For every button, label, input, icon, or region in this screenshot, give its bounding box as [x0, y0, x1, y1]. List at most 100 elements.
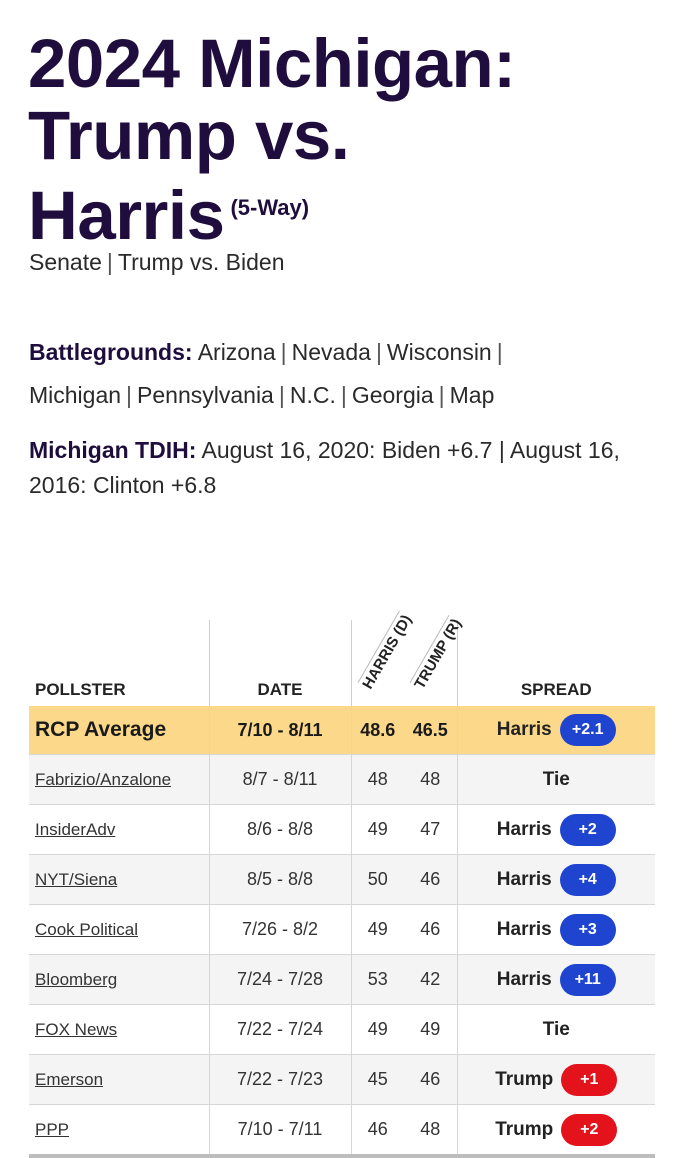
subnav-link-trump-vs-biden[interactable]: Trump vs. Biden [117, 249, 285, 275]
average-harris: 48.6 [350, 706, 404, 755]
polls-table-container: POLLSTER DATE HARRIS (D) TRUMP (R) SPREA… [29, 611, 655, 1158]
table-row: Emerson 7/22 - 7/23 45 46 Trump +1 [29, 1054, 655, 1105]
trump-cell: 48 [404, 754, 457, 805]
column-header-trump-label: TRUMP (R) [409, 614, 466, 692]
trump-cell: 46 [404, 904, 457, 955]
harris-cell: 46 [350, 1104, 404, 1154]
pollster-cell: InsiderAdv [29, 804, 209, 855]
spread-cell: Trump +2 [456, 1104, 655, 1154]
tdih-text: August 16, 2020: Biden +6.7 | August 16,… [29, 437, 620, 498]
date-cell: 8/5 - 8/8 [208, 854, 351, 905]
spread-cell: Trump +1 [456, 1054, 655, 1105]
column-header-harris[interactable]: HARRIS (D) [350, 611, 415, 706]
column-header-date[interactable]: DATE [208, 620, 351, 706]
spread: Harris +3 [496, 913, 616, 946]
pollster-link[interactable]: FOX News [35, 1020, 118, 1039]
table-row: NYT/Siena 8/5 - 8/8 50 46 Harris +4 [29, 854, 655, 905]
date-cell: 8/7 - 8/11 [208, 754, 351, 805]
battlegrounds-label: Battlegrounds: [29, 339, 193, 365]
battlegrounds-nav: Battlegrounds: Arizona | Nevada | Wisconsin |… [29, 331, 659, 417]
average-date: 7/10 - 8/11 [208, 706, 351, 755]
column-header-trump[interactable]: TRUMP (R) [404, 614, 466, 706]
table-row: Cook Political 7/26 - 8/2 49 46 Harris +3 [29, 904, 655, 955]
spread-cell: Harris +11 [456, 954, 655, 1005]
table-row: InsiderAdv 8/6 - 8/8 49 47 Harris +2 [29, 804, 655, 855]
harris-cell: 48 [350, 754, 404, 805]
separator: | [106, 249, 113, 275]
average-trump: 46.5 [404, 706, 457, 755]
pollster-cell: PPP [29, 1104, 209, 1154]
date-cell: 8/6 - 8/8 [208, 804, 351, 855]
pollster-link[interactable]: Emerson [35, 1070, 104, 1089]
column-header-spread[interactable]: SPREAD [456, 620, 655, 706]
separator: | [438, 382, 445, 408]
pollster-cell: Emerson [29, 1054, 209, 1105]
table-body: RCP Average 7/10 - 8/11 48.6 46.5 Harris… [29, 706, 655, 1154]
battleground-link-nevada[interactable]: Nevada [291, 339, 371, 365]
spread-leader: Harris [496, 719, 552, 740]
table-row: FOX News 7/22 - 7/24 49 49 Tie [29, 1004, 655, 1055]
spread-badge: +2 [559, 813, 616, 846]
battleground-link-arizona[interactable]: Arizona [197, 339, 276, 365]
trump-cell: 47 [404, 804, 457, 855]
spread-badge: +1 [561, 1063, 618, 1096]
spread-badge: +11 [559, 963, 616, 996]
spread-badge: +2 [561, 1113, 618, 1146]
title-line-3: Harris (5-Way) [28, 172, 658, 252]
subnav: Senate | Trump vs. Biden [29, 247, 284, 277]
harris-cell: 49 [350, 904, 404, 955]
spread: Trump +1 [495, 1063, 618, 1096]
spread-cell: Harris +4 [456, 854, 655, 905]
battleground-link-georgia[interactable]: Georgia [351, 382, 434, 408]
pollster-cell: NYT/Siena [29, 854, 209, 905]
table-bottom-rule [29, 1154, 655, 1158]
spread: Tie [543, 1019, 570, 1041]
separator: | [126, 382, 133, 408]
table-header-row: POLLSTER DATE HARRIS (D) TRUMP (R) SPREA… [29, 611, 655, 706]
battleground-link-map[interactable]: Map [449, 382, 495, 408]
spread-leader: Harris [496, 868, 552, 890]
average-pollster: RCP Average [29, 706, 209, 755]
spread-badge: +3 [559, 913, 616, 946]
average-spread: Harris +2.1 [456, 706, 655, 755]
separator: | [280, 339, 287, 365]
pollster-cell: Fabrizio/Anzalone [29, 754, 209, 805]
separator: | [340, 382, 347, 408]
battleground-link-nc[interactable]: N.C. [289, 382, 336, 408]
spread-leader: Harris [496, 818, 552, 840]
spread: Trump +2 [495, 1113, 618, 1146]
pollster-link[interactable]: InsiderAdv [35, 820, 116, 839]
pollster-link[interactable]: Fabrizio/Anzalone [35, 770, 172, 789]
title-tag: (5-Way) [230, 195, 310, 220]
separator: | [496, 339, 503, 365]
trump-cell: 46 [404, 1054, 457, 1105]
pollster-link[interactable]: NYT/Siena [35, 870, 118, 889]
column-header-pollster[interactable]: POLLSTER [35, 680, 126, 699]
spread: Harris +2.1 [497, 714, 616, 746]
spread-leader: Harris [496, 968, 552, 990]
spread-cell: Tie [456, 754, 655, 805]
spread-leader: Trump [495, 1118, 554, 1140]
date-cell: 7/24 - 7/28 [208, 954, 351, 1005]
spread-leader: Tie [542, 768, 570, 790]
date-cell: 7/22 - 7/23 [208, 1054, 351, 1105]
harris-cell: 49 [350, 1004, 404, 1055]
pollster-link[interactable]: Cook Political [35, 920, 138, 939]
spread-leader: Harris [496, 918, 552, 940]
pollster-cell: FOX News [29, 1004, 209, 1055]
battleground-link-michigan[interactable]: Michigan [29, 382, 122, 408]
spread-badge: +2.1 [559, 714, 616, 746]
tdih-note: Michigan TDIH: August 16, 2020: Biden +6… [29, 433, 654, 503]
pollster-link[interactable]: PPP [35, 1120, 70, 1139]
trump-cell: 49 [404, 1004, 457, 1055]
harris-cell: 50 [350, 854, 404, 905]
spread: Tie [543, 769, 570, 791]
pollster-link[interactable]: Bloomberg [35, 970, 118, 989]
polls-table: POLLSTER DATE HARRIS (D) TRUMP (R) SPREA… [29, 611, 655, 1154]
subnav-link-senate[interactable]: Senate [29, 249, 102, 275]
battleground-link-pennsylvania[interactable]: Pennsylvania [137, 382, 274, 408]
battleground-link-wisconsin[interactable]: Wisconsin [386, 339, 492, 365]
harris-cell: 49 [350, 804, 404, 855]
spread: Harris +4 [496, 863, 616, 896]
trump-cell: 48 [404, 1104, 457, 1154]
